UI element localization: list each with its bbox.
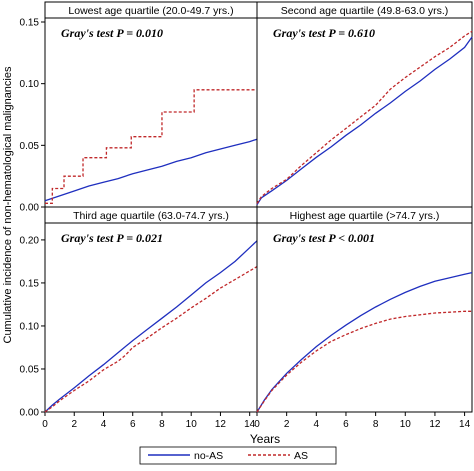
panel-title: Highest age quartile (>74.7 yrs.) <box>290 210 440 222</box>
x-tick-label: 10 <box>186 419 198 430</box>
panel-4: Highest age quartile (>74.7 yrs.) Gray's … <box>254 206 473 430</box>
x-tick-label: 0 <box>42 419 48 430</box>
series-line-no-as <box>256 271 473 413</box>
x-tick-label: 14 <box>244 419 256 430</box>
series-line-no-as <box>44 240 258 413</box>
x-tick-label: 4 <box>101 419 107 430</box>
x-axis-label: Years <box>250 432 280 446</box>
series-line-no-as <box>44 138 258 202</box>
panel-2: Second age quartile (49.8-63.0 yrs.) Gray… <box>256 1 473 208</box>
y-tick-label: 0.00 <box>20 203 40 214</box>
series-line-as <box>256 30 473 204</box>
x-tick-label: 14 <box>459 419 471 430</box>
y-tick-label: 0.00 <box>20 408 40 419</box>
grays-test-label: Gray's test P = 0.010 <box>61 26 163 40</box>
series-line-as <box>45 89 257 204</box>
y-tick-label: 0.15 <box>20 278 40 289</box>
x-tick-label: 10 <box>400 419 412 430</box>
y-tick-label: 0.10 <box>20 79 40 90</box>
grays-test-label: Gray's test P < 0.001 <box>273 231 375 245</box>
panels-group: Lowest age quartile (20.0-49.7 yrs.) Gray… <box>20 1 473 430</box>
y-tick-label: 0.05 <box>20 141 40 152</box>
x-tick-label: 6 <box>130 419 136 430</box>
legend-label-as: AS <box>294 450 308 462</box>
panel-1: Lowest age quartile (20.0-49.7 yrs.) Gray… <box>20 1 258 214</box>
panel-3: Third age quartile (63.0-74.7 yrs.) Gray'… <box>20 206 258 430</box>
panel-title: Third age quartile (63.0-74.7 yrs.) <box>73 210 229 222</box>
panel-frame <box>256 206 473 413</box>
x-tick-label: 0 <box>254 419 260 430</box>
x-tick-label: 12 <box>429 419 441 430</box>
y-tick-label: 0.20 <box>20 235 40 246</box>
x-tick-label: 6 <box>343 419 349 430</box>
y-tick-label: 0.15 <box>20 18 40 29</box>
x-tick-label: 8 <box>373 419 379 430</box>
x-tick-label: 2 <box>284 419 290 430</box>
series-line-as <box>256 310 472 413</box>
legend: no-AS AS <box>139 446 337 465</box>
series-line-as <box>44 266 258 413</box>
grays-test-label: Gray's test P = 0.610 <box>273 26 375 40</box>
panel-title: Second age quartile (49.8-63.0 yrs.) <box>281 5 449 17</box>
y-tick-label: 0.05 <box>20 364 40 375</box>
y-tick-label: 0.10 <box>20 321 40 332</box>
grays-test-label: Gray's test P = 0.021 <box>61 231 163 245</box>
x-tick-label: 12 <box>215 419 227 430</box>
legend-box <box>139 446 337 465</box>
series-line-no-as <box>256 36 473 206</box>
panel-title: Lowest age quartile (20.0-49.7 yrs.) <box>68 5 233 17</box>
y-axis-label: Cumulative incidence of non-hematologica… <box>2 66 14 343</box>
x-tick-label: 4 <box>314 419 320 430</box>
x-tick-label: 8 <box>159 419 165 430</box>
x-tick-label: 2 <box>71 419 77 430</box>
legend-label-no-as: no-AS <box>194 450 223 462</box>
